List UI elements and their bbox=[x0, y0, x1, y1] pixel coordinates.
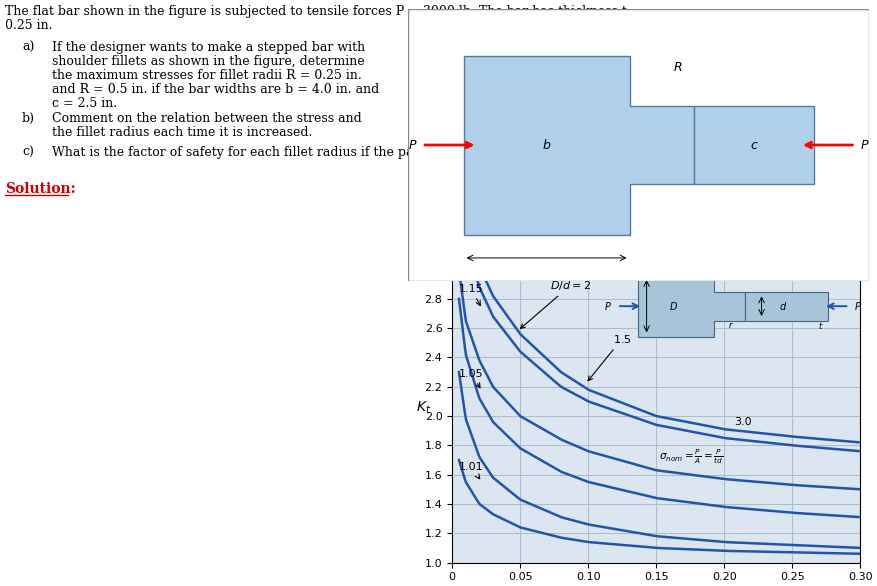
Text: the fillet radius each time it is increased.: the fillet radius each time it is increa… bbox=[52, 126, 312, 139]
Text: Comment on the relation between the stress and: Comment on the relation between the stre… bbox=[52, 112, 361, 125]
Text: 1.15: 1.15 bbox=[459, 284, 483, 305]
Text: the maximum stresses for fillet radii R = 0.25 in.: the maximum stresses for fillet radii R … bbox=[52, 69, 361, 82]
Text: ult: ult bbox=[441, 144, 454, 153]
Text: $P$: $P$ bbox=[853, 300, 861, 312]
Text: 0.25 in.: 0.25 in. bbox=[5, 19, 53, 32]
Text: The flat bar shown in the figure is subjected to tensile forces P = 3000 lb. The: The flat bar shown in the figure is subj… bbox=[5, 5, 641, 18]
Text: $D$: $D$ bbox=[668, 300, 678, 312]
Text: 1.01: 1.01 bbox=[459, 462, 483, 479]
Text: $R$: $R$ bbox=[673, 61, 682, 74]
Text: c): c) bbox=[22, 146, 34, 159]
Text: b): b) bbox=[22, 112, 35, 125]
Text: $P$: $P$ bbox=[603, 300, 611, 312]
Text: $\sigma_{nom}$$=\frac{P}{A}=\frac{P}{td}$: $\sigma_{nom}$$=\frac{P}{A}=\frac{P}{td}… bbox=[659, 448, 723, 466]
Text: = 30 ksi?: = 30 ksi? bbox=[454, 146, 514, 159]
Polygon shape bbox=[638, 275, 744, 337]
Polygon shape bbox=[744, 292, 827, 321]
Text: c = 2.5 in.: c = 2.5 in. bbox=[52, 97, 117, 110]
Polygon shape bbox=[463, 56, 694, 234]
Text: $P$: $P$ bbox=[408, 138, 417, 152]
Text: $d$: $d$ bbox=[778, 300, 786, 312]
Text: a): a) bbox=[22, 41, 34, 54]
Polygon shape bbox=[694, 106, 813, 184]
Y-axis label: $K_t$: $K_t$ bbox=[416, 400, 431, 416]
Text: 3.0: 3.0 bbox=[733, 417, 751, 427]
Text: $P$: $P$ bbox=[859, 138, 868, 152]
FancyBboxPatch shape bbox=[408, 9, 868, 281]
Text: shoulder fillets as shown in the figure, determine: shoulder fillets as shown in the figure,… bbox=[52, 55, 364, 68]
Text: $c$: $c$ bbox=[749, 138, 758, 152]
Text: and R = 0.5 in. if the bar widths are b = 4.0 in. and: and R = 0.5 in. if the bar widths are b … bbox=[52, 83, 379, 96]
Text: $r$: $r$ bbox=[727, 321, 733, 331]
Text: $b$: $b$ bbox=[541, 138, 551, 152]
Text: If the designer wants to make a stepped bar with: If the designer wants to make a stepped … bbox=[52, 41, 365, 54]
Text: $D/d = 2$: $D/d = 2$ bbox=[520, 278, 590, 329]
Text: What is the factor of safety for each fillet radius if the part is made of cast : What is the factor of safety for each fi… bbox=[52, 146, 565, 159]
Text: Solution:: Solution: bbox=[5, 182, 75, 196]
Text: 1.05: 1.05 bbox=[459, 369, 483, 388]
Text: $t$: $t$ bbox=[817, 320, 823, 331]
Text: $1.5$: $1.5$ bbox=[588, 333, 631, 381]
